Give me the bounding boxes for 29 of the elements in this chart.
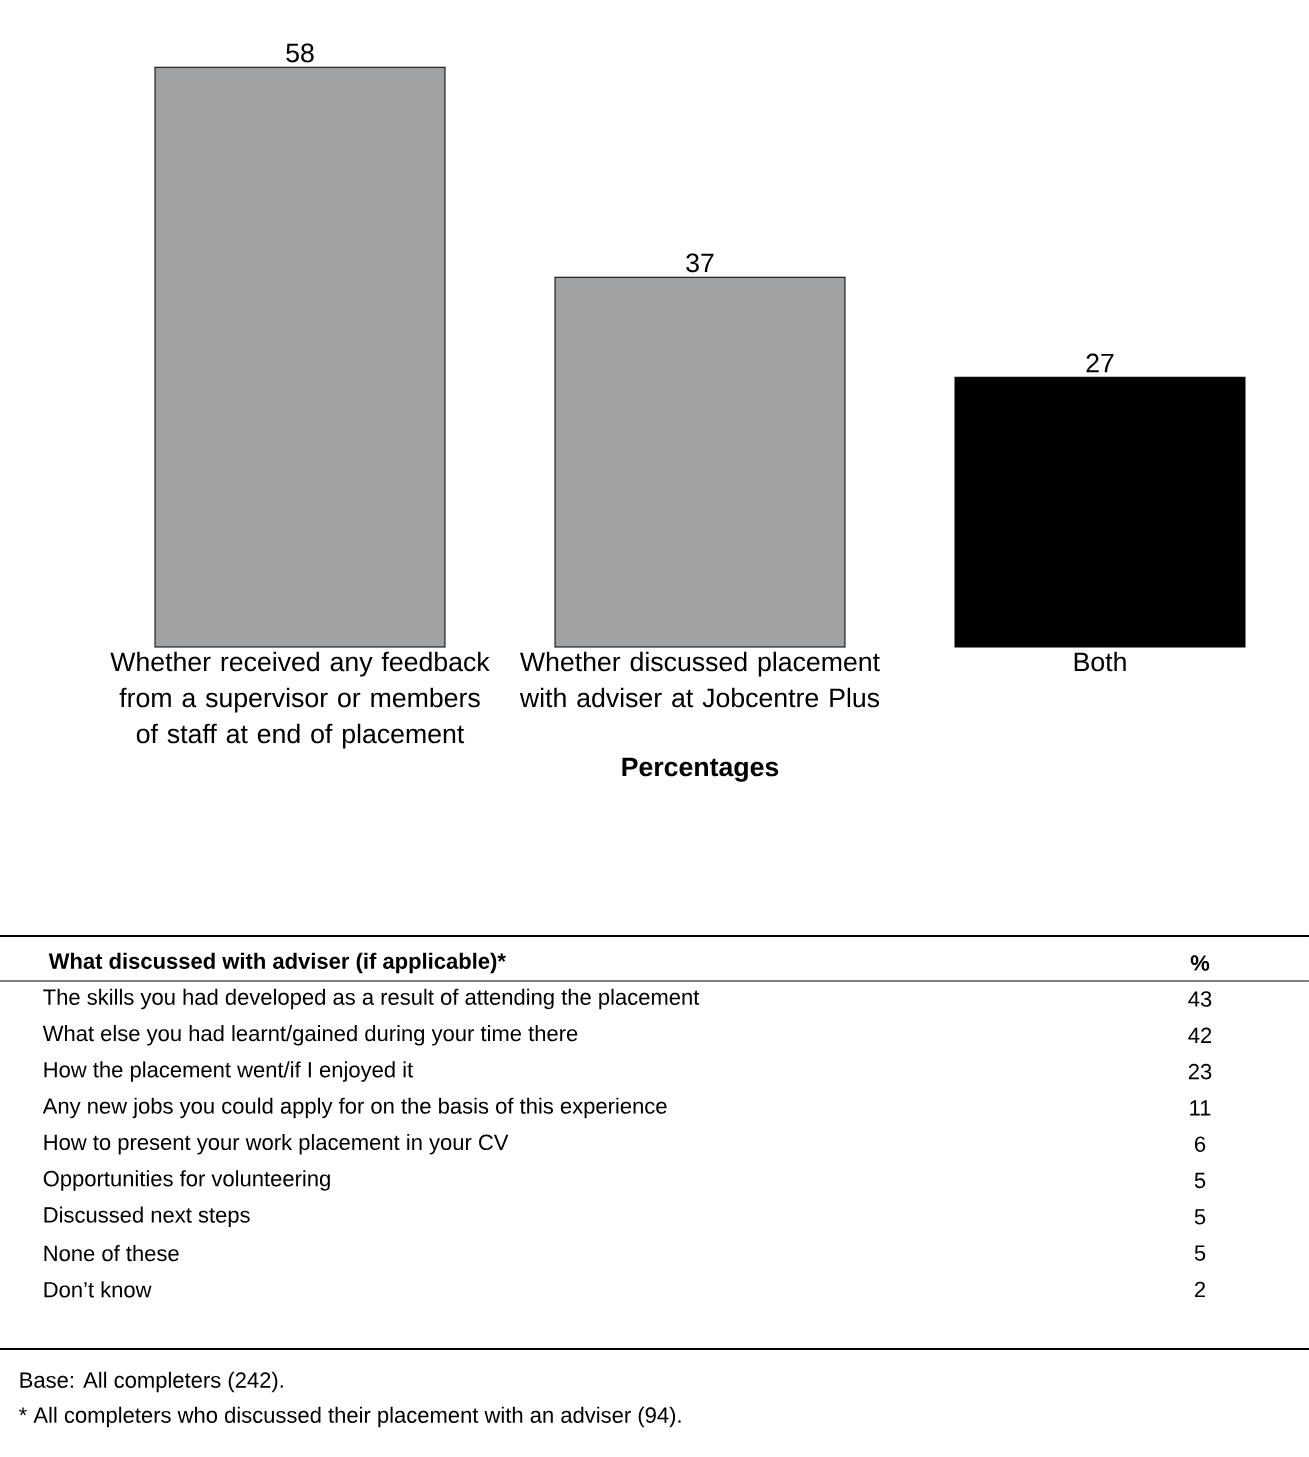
category-label: What else you had learnt/gained during your time there xyxy=(42,1025,578,1046)
category-label: Opportunities for volunteering xyxy=(43,1170,330,1191)
data-label: 42 xyxy=(1188,1027,1212,1043)
data-label: 5 xyxy=(1194,1209,1206,1225)
category-label: How to present your work placement in your CV xyxy=(44,1133,509,1155)
data-label: 5 xyxy=(1194,1172,1206,1189)
category-label: How the placement went/if I enjoyed it xyxy=(44,1061,414,1082)
data-label: 5 xyxy=(1194,1245,1206,1261)
x-axis-title: Percentages xyxy=(622,757,779,782)
category-label: Discussed next steps xyxy=(44,1206,250,1228)
category-label: The skills you had developed as a result of attending the placement xyxy=(43,988,700,1010)
text: Base: All completers (242). xyxy=(20,1371,283,1393)
x-tick-label: Whether received any feedback from a supervisor or members of staff at end of placement xyxy=(110,651,490,749)
data-label: 37 xyxy=(686,253,714,273)
data-label: 2 xyxy=(1194,1281,1206,1298)
text: * All completers who discussed their placement with an adviser (94). xyxy=(19,1406,681,1428)
data-label: 43 xyxy=(1188,991,1212,1007)
category-label: None of these xyxy=(44,1245,179,1262)
category-label: Don’t know xyxy=(44,1281,152,1298)
x-tick-label: Whether discussed placement with adviser at Jobcentre Plus xyxy=(519,651,880,708)
data-label: 23 xyxy=(1188,1063,1212,1080)
category-label: Any new jobs you could apply for on the basis of this experience xyxy=(42,1097,667,1119)
data-label: 27 xyxy=(1086,353,1114,373)
data-label: 11 xyxy=(1190,1100,1211,1116)
text: What discussed with adviser (if applicable)* xyxy=(48,952,506,974)
data-label: 58 xyxy=(286,43,314,63)
text: % xyxy=(1190,955,1210,971)
x-tick-label: Both xyxy=(1074,651,1126,672)
data-label: 6 xyxy=(1194,1136,1206,1152)
